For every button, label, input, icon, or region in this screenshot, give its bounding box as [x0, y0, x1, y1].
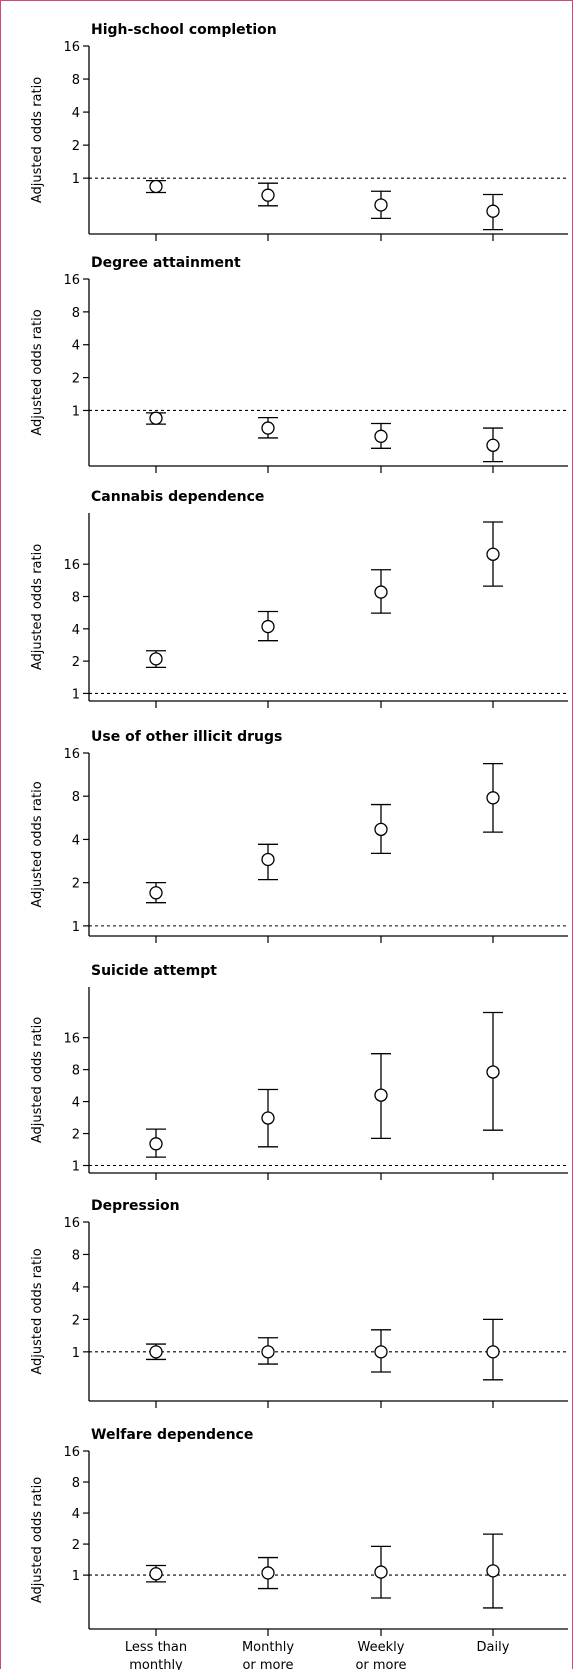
y-tick-label: 1 — [72, 404, 80, 419]
odds-ratio-point — [261, 421, 275, 435]
y-axis-label: Adjusted odds ratio — [30, 544, 45, 670]
odds-ratio-point — [486, 204, 500, 218]
x-category-label: Daily — [477, 1640, 510, 1655]
y-axis-label: Adjusted odds ratio — [30, 1017, 45, 1143]
y-tick-label: 1 — [72, 1346, 80, 1361]
x-category-label: monthly — [129, 1658, 183, 1670]
y-tick-label: 16 — [63, 1032, 80, 1047]
y-tick-label: 8 — [72, 790, 80, 805]
panel-title: Welfare dependence — [91, 1427, 253, 1443]
y-axis-label: Adjusted odds ratio — [30, 1477, 45, 1603]
y-tick-label: 2 — [72, 1128, 80, 1143]
odds-ratio-point — [261, 1566, 275, 1580]
panel-title: Depression — [91, 1198, 180, 1214]
panel-title: High-school completion — [91, 22, 277, 38]
y-tick-label: 4 — [72, 339, 80, 354]
odds-ratio-point — [374, 1088, 388, 1102]
y-tick-label: 8 — [72, 1476, 80, 1491]
odds-ratio-point — [486, 547, 500, 561]
panel-title: Cannabis dependence — [91, 489, 264, 505]
x-category-label: Monthly — [242, 1640, 294, 1655]
panel-title: Suicide attempt — [91, 963, 217, 979]
odds-ratio-point — [149, 652, 163, 666]
y-tick-label: 2 — [72, 1538, 80, 1553]
odds-ratio-point — [149, 179, 163, 194]
odds-ratio-point — [261, 852, 275, 867]
odds-ratio-point — [486, 1065, 500, 1079]
y-tick-label: 16 — [63, 1445, 80, 1460]
y-tick-label: 8 — [72, 73, 80, 88]
odds-ratio-point — [149, 1345, 163, 1359]
y-tick-label: 1 — [72, 920, 80, 935]
x-category-label: or more — [242, 1658, 293, 1670]
y-tick-label: 2 — [72, 655, 80, 670]
y-axis-label: Adjusted odds ratio — [30, 781, 45, 907]
y-tick-label: 16 — [63, 40, 80, 55]
odds-ratio-point — [486, 1564, 500, 1578]
y-tick-label: 2 — [72, 877, 80, 892]
y-axis-label: Adjusted odds ratio — [30, 77, 45, 203]
odds-ratio-point — [374, 1345, 388, 1359]
odds-ratio-point — [374, 429, 388, 443]
odds-ratio-point — [261, 1111, 275, 1125]
panel-title: Use of other illicit drugs — [91, 729, 282, 745]
odds-ratio-point — [486, 791, 500, 805]
y-tick-label: 16 — [63, 558, 80, 573]
y-tick-label: 8 — [72, 306, 80, 321]
odds-ratio-point — [486, 438, 500, 452]
odds-ratio-point — [261, 188, 275, 202]
odds-ratio-point — [486, 1345, 500, 1359]
odds-ratio-point — [261, 619, 275, 634]
y-tick-label: 4 — [72, 1281, 80, 1296]
y-axis-label: Adjusted odds ratio — [30, 1248, 45, 1374]
y-tick-label: 16 — [63, 273, 80, 288]
y-tick-label: 2 — [72, 1313, 80, 1328]
y-tick-label: 2 — [72, 139, 80, 154]
x-category-label: or more — [355, 1658, 406, 1670]
y-tick-label: 1 — [72, 687, 80, 702]
x-category-label: Less than — [125, 1640, 187, 1655]
x-category-label: Weekly — [358, 1640, 405, 1655]
y-tick-label: 1 — [72, 1569, 80, 1584]
y-tick-label: 4 — [72, 106, 80, 121]
odds-ratio-point — [374, 198, 388, 212]
y-tick-label: 4 — [72, 1096, 80, 1111]
y-tick-label: 16 — [63, 747, 80, 762]
y-tick-label: 2 — [72, 372, 80, 387]
y-tick-label: 4 — [72, 833, 80, 848]
y-tick-label: 4 — [72, 1507, 80, 1522]
odds-ratio-point — [149, 411, 163, 425]
y-tick-label: 16 — [63, 1216, 80, 1231]
y-tick-label: 1 — [72, 1160, 80, 1175]
y-axis-label: Adjusted odds ratio — [30, 309, 45, 435]
odds-ratio-point — [374, 822, 388, 837]
y-tick-label: 8 — [72, 1064, 80, 1079]
odds-ratio-point — [149, 886, 163, 900]
y-tick-label: 8 — [72, 1248, 80, 1263]
odds-ratio-point — [374, 585, 388, 599]
panel-title: Degree attainment — [91, 255, 241, 271]
y-tick-label: 1 — [72, 172, 80, 187]
odds-ratio-point — [374, 1565, 388, 1579]
y-tick-label: 4 — [72, 623, 80, 638]
odds-ratio-point — [261, 1345, 275, 1359]
odds-ratio-point — [149, 1567, 163, 1581]
y-tick-label: 8 — [72, 591, 80, 606]
odds-ratio-point — [149, 1137, 163, 1151]
